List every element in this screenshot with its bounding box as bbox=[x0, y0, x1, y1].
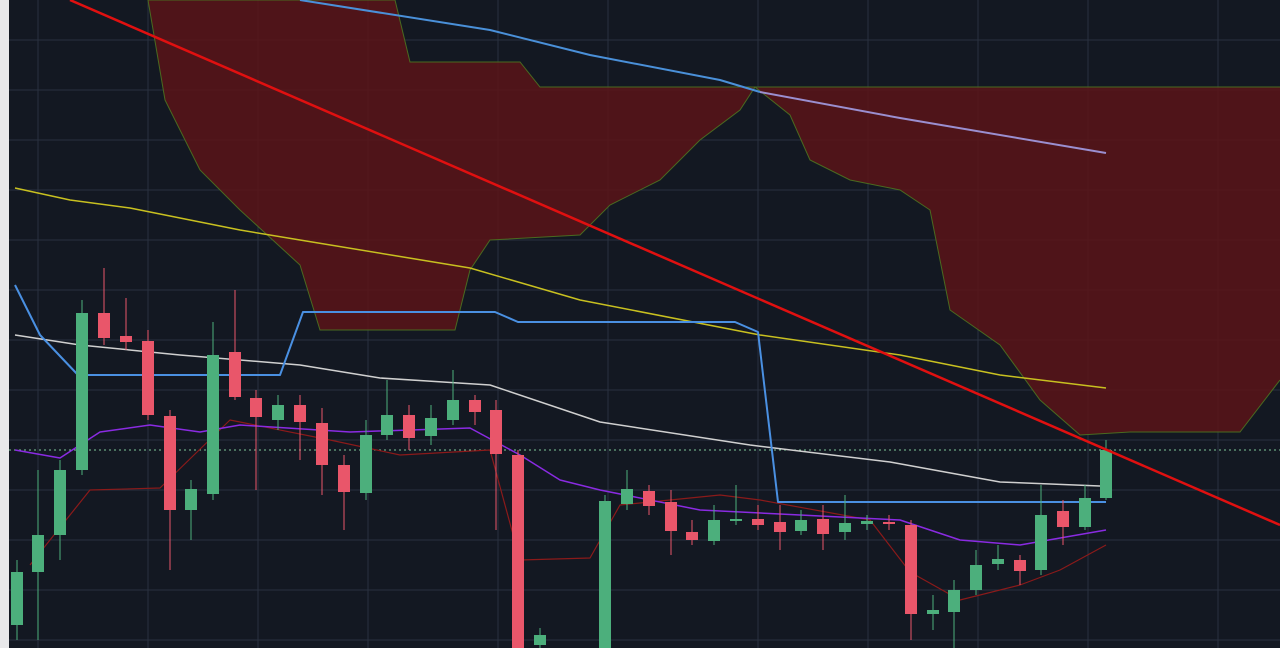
candle-body bbox=[338, 465, 350, 492]
candle-body bbox=[207, 355, 219, 494]
candle-body bbox=[730, 519, 742, 521]
cloud bbox=[148, 0, 1280, 435]
candle-body bbox=[360, 435, 372, 493]
candle-body bbox=[774, 522, 786, 532]
candle-body bbox=[229, 352, 241, 397]
candle-body bbox=[795, 520, 807, 531]
candle-body bbox=[861, 521, 873, 524]
candle-body bbox=[76, 313, 88, 470]
candle-body bbox=[32, 535, 44, 572]
candle-body bbox=[403, 415, 415, 438]
candle-body bbox=[948, 590, 960, 612]
candle-body bbox=[142, 341, 154, 415]
candle-body bbox=[294, 405, 306, 422]
candle-body bbox=[643, 491, 655, 506]
candle-body bbox=[11, 572, 23, 625]
candle-body bbox=[164, 416, 176, 510]
candle-body bbox=[425, 418, 437, 436]
candle-body bbox=[534, 635, 546, 645]
indicator-line bbox=[14, 187, 1107, 389]
indicator-line bbox=[759, 91, 1107, 154]
candle-body bbox=[381, 415, 393, 435]
candle-body bbox=[1079, 498, 1091, 527]
candle-body bbox=[927, 610, 939, 614]
candle-body bbox=[883, 522, 895, 524]
indicator-line bbox=[14, 284, 1106, 503]
candle-body bbox=[1057, 511, 1069, 527]
candle-body bbox=[316, 423, 328, 465]
candle-body bbox=[54, 470, 66, 535]
indicator-line bbox=[299, 0, 761, 93]
candle-body bbox=[1100, 450, 1112, 498]
candle-body bbox=[98, 313, 110, 338]
cloud-edge bbox=[147, 0, 1280, 436]
candle-body bbox=[905, 525, 917, 614]
candle-body bbox=[752, 519, 764, 525]
candle-body bbox=[120, 336, 132, 342]
candle-body bbox=[250, 398, 262, 417]
candle-body bbox=[185, 489, 197, 510]
candle-body bbox=[839, 523, 851, 532]
candle-body bbox=[1014, 560, 1026, 571]
candle-body bbox=[469, 400, 481, 412]
indicator-line bbox=[69, 0, 1280, 527]
candle-body bbox=[272, 405, 284, 420]
candle-body bbox=[512, 455, 524, 648]
candle-body bbox=[621, 489, 633, 504]
candle-body bbox=[708, 520, 720, 541]
candle-body bbox=[817, 519, 829, 534]
candle-body bbox=[1035, 515, 1047, 570]
candle-body bbox=[686, 532, 698, 540]
candle-body bbox=[970, 565, 982, 590]
candle-body bbox=[599, 501, 611, 648]
candle-body bbox=[490, 410, 502, 454]
candle-body bbox=[447, 400, 459, 420]
candle-body bbox=[992, 559, 1004, 564]
left-edge bbox=[0, 0, 9, 648]
candle-body bbox=[665, 502, 677, 531]
